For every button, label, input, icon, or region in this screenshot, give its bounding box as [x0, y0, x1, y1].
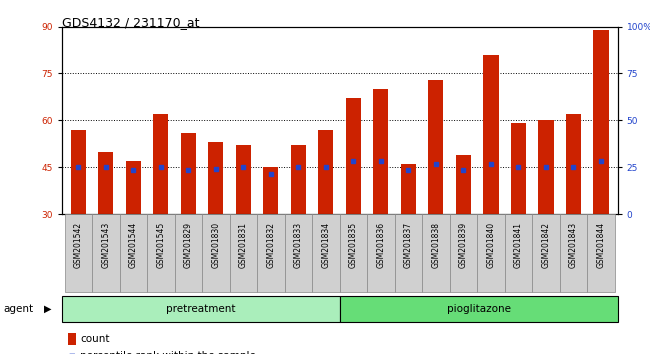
- Bar: [456, 155, 471, 214]
- Bar: [511, 124, 526, 214]
- Bar: [98, 152, 113, 214]
- Bar: [346, 98, 361, 214]
- Text: GSM201838: GSM201838: [432, 222, 441, 268]
- Text: agent: agent: [3, 304, 33, 314]
- Text: GDS4132 / 231170_at: GDS4132 / 231170_at: [62, 16, 200, 29]
- Text: GSM201832: GSM201832: [266, 222, 276, 268]
- Text: GSM201840: GSM201840: [486, 222, 495, 268]
- Bar: [428, 80, 443, 214]
- Bar: [153, 114, 168, 214]
- Text: GSM201545: GSM201545: [156, 222, 165, 268]
- Bar: [263, 167, 278, 214]
- Bar: [236, 145, 251, 214]
- Text: GSM201837: GSM201837: [404, 222, 413, 268]
- Text: pretreatment: pretreatment: [166, 304, 235, 314]
- Text: GSM201544: GSM201544: [129, 222, 138, 268]
- Bar: [566, 114, 581, 214]
- Text: GSM201835: GSM201835: [349, 222, 358, 268]
- Bar: [125, 161, 141, 214]
- Text: GSM201830: GSM201830: [211, 222, 220, 268]
- Text: GSM201542: GSM201542: [73, 222, 83, 268]
- Text: GSM201842: GSM201842: [541, 222, 551, 268]
- Bar: [318, 130, 333, 214]
- Text: count: count: [80, 334, 109, 344]
- Text: GSM201543: GSM201543: [101, 222, 111, 268]
- Text: GSM201829: GSM201829: [184, 222, 193, 268]
- Bar: [71, 130, 86, 214]
- Bar: [538, 120, 554, 214]
- Text: GSM201833: GSM201833: [294, 222, 303, 268]
- Bar: [291, 145, 306, 214]
- Text: percentile rank within the sample: percentile rank within the sample: [80, 351, 256, 354]
- Text: GSM201834: GSM201834: [321, 222, 330, 268]
- Bar: [484, 55, 499, 214]
- Text: GSM201831: GSM201831: [239, 222, 248, 268]
- Text: GSM201839: GSM201839: [459, 222, 468, 268]
- Text: GSM201836: GSM201836: [376, 222, 385, 268]
- Bar: [181, 133, 196, 214]
- Text: ■: ■: [69, 353, 75, 354]
- Text: pioglitazone: pioglitazone: [447, 304, 510, 314]
- Bar: [401, 164, 416, 214]
- Text: GSM201841: GSM201841: [514, 222, 523, 268]
- Bar: [593, 30, 608, 214]
- Bar: [208, 142, 224, 214]
- Text: GSM201843: GSM201843: [569, 222, 578, 268]
- Text: ▶: ▶: [44, 304, 52, 314]
- Bar: [373, 89, 389, 214]
- Text: GSM201844: GSM201844: [597, 222, 606, 268]
